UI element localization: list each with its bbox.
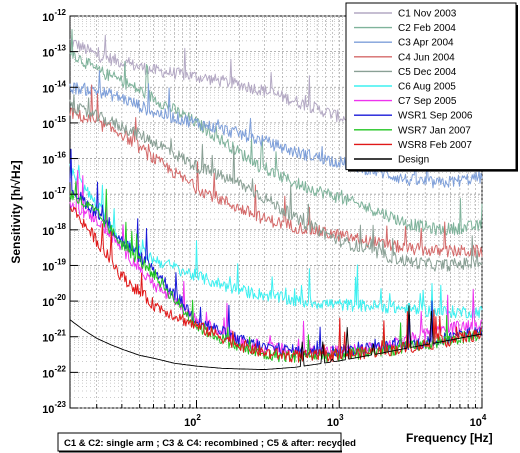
legend-label-2: C3 Apr 2004: [398, 38, 454, 49]
legend-label-10: Design: [398, 155, 429, 166]
series-layer: [69, 29, 483, 370]
y-tick-label: 10-23: [42, 400, 66, 416]
legend-label-7: WSR1 Sep 2006: [398, 111, 473, 122]
y-tick-label: 10-14: [42, 79, 66, 95]
legend-label-8: WSR7 Jan 2007: [398, 125, 471, 136]
legend-label-5: C6 Aug 2005: [398, 82, 456, 93]
legend-label-3: C4 Jun 2004: [398, 52, 455, 63]
y-axis-label: Sensitivity [h/√Hz]: [9, 160, 23, 263]
y-tick-label: 10-12: [42, 8, 66, 24]
y-tick-label: 10-20: [42, 293, 66, 309]
legend-label-1: C2 Feb 2004: [398, 23, 456, 34]
series-line-4: [69, 94, 483, 272]
series-line-9: [69, 206, 483, 363]
y-tick-label: 10-15: [42, 115, 66, 131]
y-tick-label: 10-19: [42, 257, 66, 273]
annotation-text: C1 & C2: single arm ; C3 & C4: recombine…: [64, 438, 356, 449]
series-line-2: [69, 70, 483, 189]
legend-label-4: C5 Dec 2004: [398, 67, 457, 78]
y-tick-label: 10-17: [42, 186, 66, 202]
legend-label-9: WSR8 Feb 2007: [398, 140, 472, 151]
series-line-8: [69, 181, 483, 363]
y-tick-label: 10-18: [42, 222, 66, 238]
x-tick-label: 104: [470, 413, 487, 429]
y-tick-labels: 10-12 10-13 10-14 10-15 10-16 10-17 10-18 10-19…: [42, 8, 66, 416]
series-line-3: [69, 84, 483, 258]
x-tick-label: 103: [327, 413, 344, 429]
series-line-7: [69, 148, 483, 358]
y-tick-label: 10-16: [42, 151, 66, 167]
series-line-10: [69, 305, 483, 370]
annotation-box: C1 & C2: single arm ; C3 & C4: recombine…: [57, 432, 356, 453]
x-axis-label: Frequency [Hz]: [406, 431, 493, 445]
axes: [70, 15, 483, 409]
y-tick-label: 10-13: [42, 44, 66, 60]
x-tick-label: 102: [184, 413, 201, 429]
legend: C1 Nov 2003 C2 Feb 2004 C3 Apr 2004 C4 Jun …: [345, 2, 518, 172]
legend-label-0: C1 Nov 2003: [398, 9, 457, 20]
x-tick-labels: 102 103 104: [184, 413, 487, 429]
y-tick-label: 10-21: [42, 329, 66, 345]
y-tick-label: 10-22: [42, 364, 66, 380]
series-line-1: [69, 29, 483, 236]
legend-label-6: C7 Sep 2005: [398, 96, 457, 107]
